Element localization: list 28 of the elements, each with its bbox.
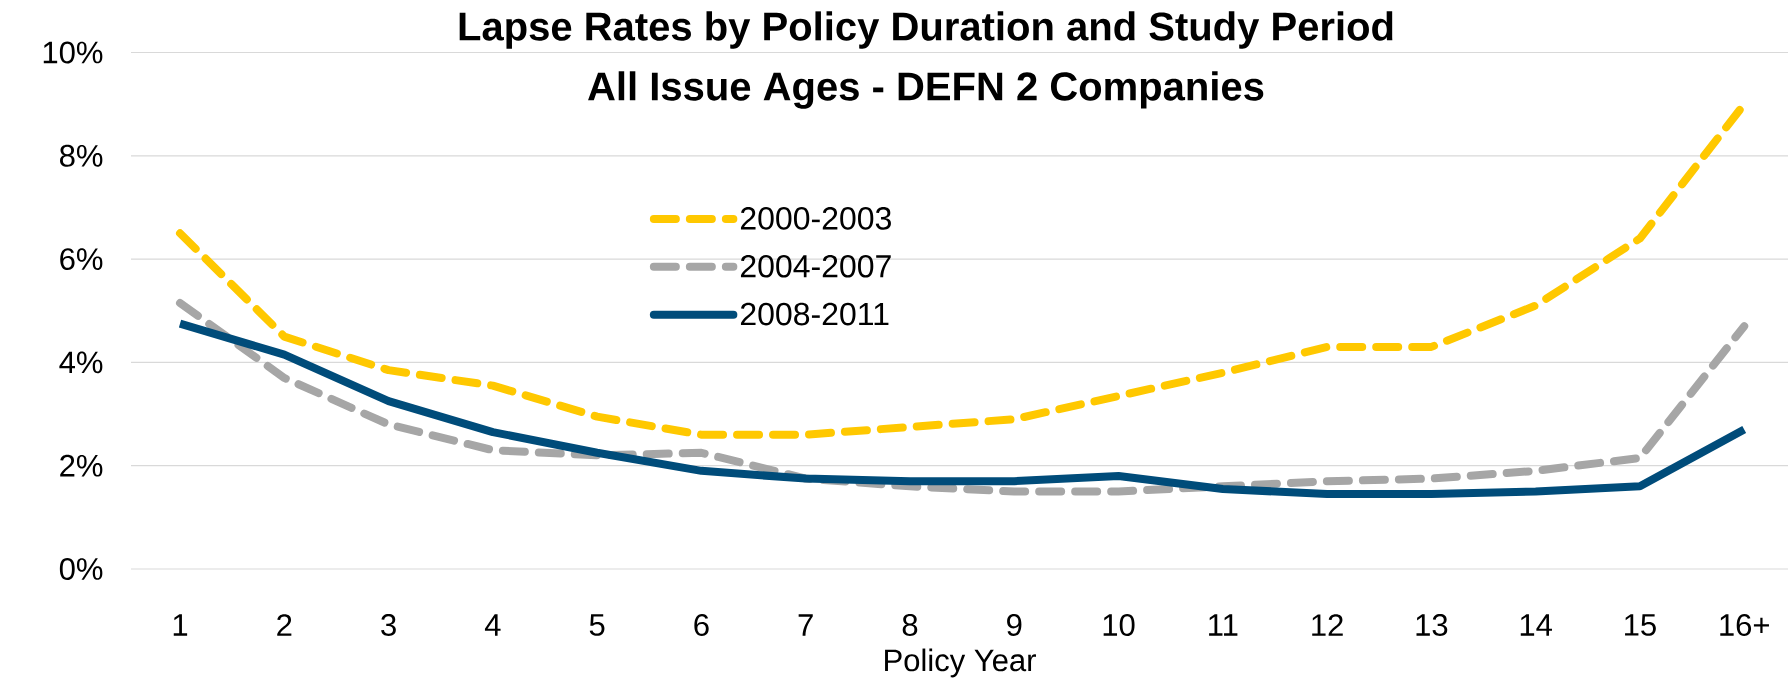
legend-label: 2000-2003 [740, 207, 891, 230]
x-tick-label: 16+ [1720, 614, 1769, 636]
legend-label: 2008-2011 [740, 302, 889, 326]
chart-subtitle: All Issue Ages - DEFN 2 Companies [588, 71, 1264, 109]
y-tick-label: 6% [60, 248, 103, 271]
y-tick-label: 2% [60, 454, 103, 477]
x-tick-label: 2 [277, 614, 292, 636]
x-tick-label: 10 [1103, 614, 1135, 636]
y-tick-label: 4% [59, 351, 103, 374]
x-tick-label: 8 [902, 614, 918, 636]
x-tick-label: 13 [1416, 614, 1448, 636]
x-tick-label: 12 [1312, 614, 1343, 636]
y-tick-label: 0% [59, 558, 103, 580]
x-tick-label: 4 [484, 614, 501, 636]
x-tick-label: 14 [1520, 614, 1552, 636]
x-tick-label: 9 [1007, 614, 1022, 636]
x-tick-label: 7 [798, 614, 813, 636]
chart-title: Lapse Rates by Policy Duration and Study Period [459, 11, 1393, 49]
x-tick-label: 3 [381, 614, 396, 636]
legend-label: 2004-2007 [740, 254, 891, 278]
x-tick-label: 6 [694, 614, 709, 636]
x-tick-label: 15 [1625, 614, 1656, 636]
y-tick-label: 10% [43, 41, 103, 64]
x-tick-label: 5 [589, 614, 605, 636]
y-tick-label: 8% [60, 144, 103, 167]
x-tick-label: 1 [173, 614, 188, 636]
x-tick-label: 11 [1209, 614, 1238, 636]
x-axis-title: Policy Year [885, 648, 1036, 678]
